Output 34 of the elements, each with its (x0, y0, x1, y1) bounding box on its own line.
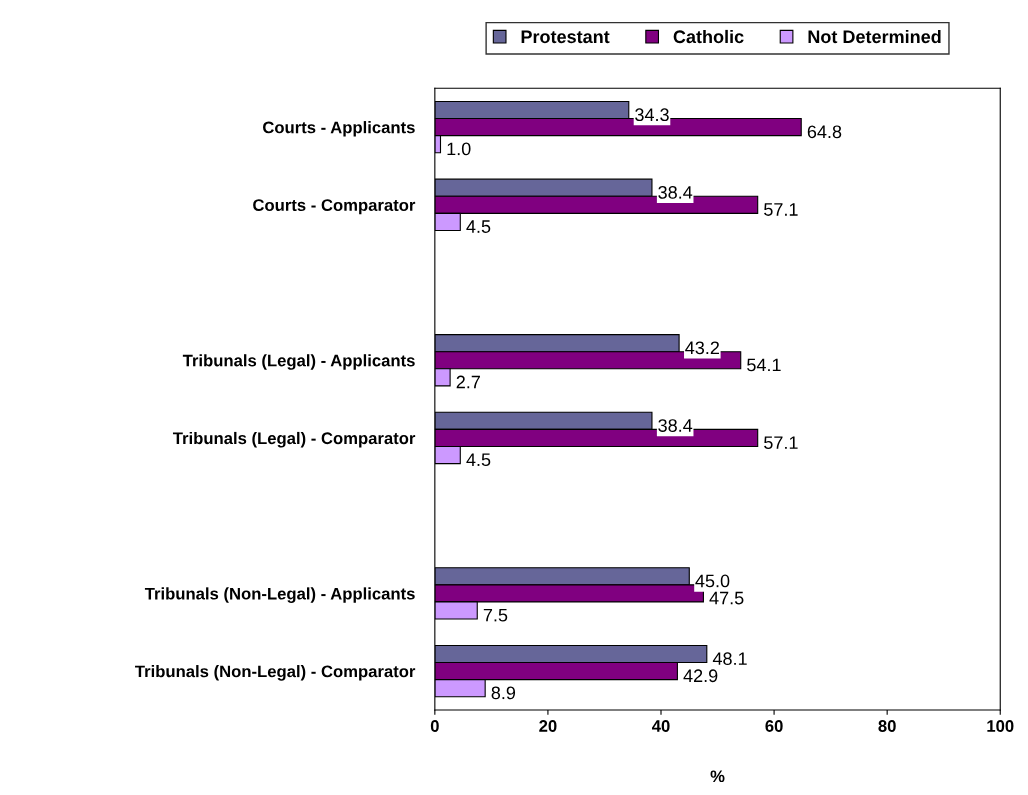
y-tick-label: Tribunals (Non-Legal) - Comparator (135, 665, 416, 681)
data-label: 48.1 (712, 652, 747, 666)
y-tick-label: Tribunals (Legal) - Applicants (182, 354, 415, 370)
data-label: 2.7 (456, 375, 480, 389)
x-tick-label: 60 (765, 720, 783, 732)
y-tick-label: Tribunals (Non-Legal) - Applicants (144, 587, 415, 603)
x-tick-label: 40 (651, 720, 670, 732)
data-label: 47.5 (709, 591, 744, 605)
data-label: 4.5 (466, 453, 491, 467)
x-axis-title: % (710, 770, 725, 783)
data-label: 7.5 (483, 608, 508, 622)
data-label: 38.4 (658, 419, 693, 432)
x-tick-label: 0 (430, 720, 439, 732)
data-label: 57.1 (764, 436, 798, 450)
legend-label: Catholic (673, 29, 744, 44)
data-label: 57.1 (764, 203, 798, 216)
x-tick-label: 80 (878, 720, 896, 732)
data-label: 43.2 (685, 341, 719, 355)
legend-label: Protestant (521, 30, 610, 44)
data-label: 34.3 (635, 108, 669, 122)
data-label: 45.0 (695, 574, 730, 588)
x-tick-label: 100 (987, 720, 1014, 732)
data-label: 54.1 (747, 358, 781, 372)
y-tick-label: Courts - Applicants (263, 121, 415, 137)
data-label: 38.4 (658, 185, 693, 199)
x-tick-label: 20 (539, 720, 557, 732)
data-label: 64.8 (807, 125, 842, 139)
data-label: 42.9 (683, 669, 718, 683)
data-label: 4.5 (466, 220, 491, 233)
y-tick-label: Tribunals (Legal) - Comparator (172, 431, 416, 448)
y-tick-label: Courts - Comparator (253, 199, 416, 215)
data-label: 8.9 (491, 686, 516, 700)
legend-label: Not Determined (808, 29, 941, 44)
data-label: 1.0 (447, 142, 471, 156)
